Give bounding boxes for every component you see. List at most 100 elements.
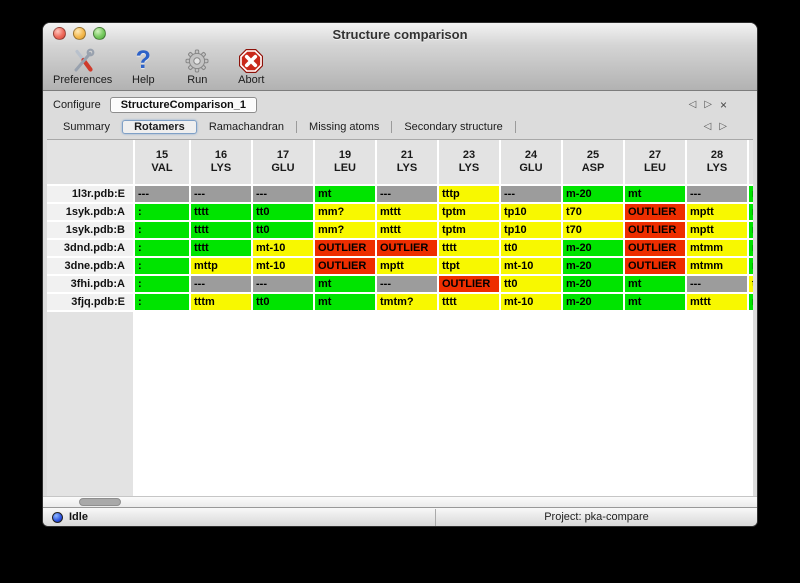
rotamer-cell[interactable]: --- bbox=[191, 186, 251, 202]
column-header[interactable]: 16 LYS bbox=[191, 140, 251, 184]
rotamer-cell[interactable]: : bbox=[135, 294, 189, 310]
configure-prev-icon[interactable]: ◁ bbox=[688, 99, 697, 110]
tabs-prev-icon[interactable]: ◁ bbox=[703, 121, 712, 132]
preferences-button[interactable]: Preferences bbox=[53, 47, 112, 86]
rotamer-cell[interactable]: tt0 bbox=[253, 294, 313, 310]
rotamer-cell[interactable]: mm? bbox=[315, 204, 375, 220]
rotamer-cell[interactable]: m bbox=[749, 222, 753, 238]
row-header[interactable]: 1syk.pdb:B bbox=[47, 222, 133, 238]
configure-close-icon[interactable]: × bbox=[719, 98, 727, 112]
tabs-next-icon[interactable]: ▷ bbox=[719, 121, 727, 132]
rotamer-cell[interactable]: : bbox=[135, 204, 189, 220]
rotamer-cell[interactable]: tptm bbox=[439, 222, 499, 238]
rotamer-cell[interactable]: tt0 bbox=[501, 240, 561, 256]
rotamer-cell[interactable]: mt bbox=[315, 276, 375, 292]
rotamer-cell[interactable]: mt bbox=[315, 186, 375, 202]
row-header[interactable]: 3fhi.pdb:A bbox=[47, 276, 133, 292]
rotamer-cell[interactable]: tp10 bbox=[501, 204, 561, 220]
rotamer-cell[interactable]: tttt bbox=[191, 222, 251, 238]
column-header[interactable] bbox=[749, 140, 753, 184]
column-header[interactable]: 17 GLU bbox=[253, 140, 313, 184]
rotamer-cell[interactable]: mt-10 bbox=[501, 258, 561, 274]
rotamer-cell[interactable]: mtmm bbox=[687, 240, 747, 256]
rotamer-cell[interactable]: tt0 bbox=[253, 204, 313, 220]
rotamer-cell[interactable]: mm? bbox=[315, 222, 375, 238]
rotamer-cell[interactable]: m bbox=[749, 258, 753, 274]
rotamer-cell[interactable]: OUTLIER bbox=[377, 240, 437, 256]
rotamer-cell[interactable]: --- bbox=[687, 276, 747, 292]
rotamer-cell[interactable]: m-20 bbox=[563, 258, 623, 274]
help-button[interactable]: ? Help bbox=[120, 47, 166, 87]
rotamer-cell[interactable]: t70 bbox=[563, 204, 623, 220]
configure-next-icon[interactable]: ▷ bbox=[704, 99, 712, 110]
column-header[interactable]: 21 LYS bbox=[377, 140, 437, 184]
rotamer-cell[interactable]: tttm bbox=[191, 294, 251, 310]
rotamer-cell[interactable]: m-20 bbox=[563, 186, 623, 202]
rotamer-cell[interactable]: mttp bbox=[191, 258, 251, 274]
configuration-tab[interactable]: StructureComparison_1 bbox=[109, 97, 258, 113]
rotamer-cell[interactable]: mt-10 bbox=[253, 258, 313, 274]
rotamer-cell[interactable]: m bbox=[749, 186, 753, 202]
column-header[interactable]: 24 GLU bbox=[501, 140, 561, 184]
row-header[interactable]: 3dne.pdb:A bbox=[47, 258, 133, 274]
rotamer-cell[interactable]: tptm bbox=[439, 204, 499, 220]
rotamer-cell[interactable]: m bbox=[749, 240, 753, 256]
rotamer-cell[interactable]: --- bbox=[377, 276, 437, 292]
rotamer-cell[interactable]: --- bbox=[253, 276, 313, 292]
rotamer-cell[interactable]: mptt bbox=[377, 258, 437, 274]
rotamer-cell[interactable]: m-20 bbox=[563, 240, 623, 256]
rotamer-cell[interactable]: --- bbox=[501, 186, 561, 202]
row-header[interactable]: 3fjq.pdb:E bbox=[47, 294, 133, 310]
rotamer-cell[interactable]: OUTLIER bbox=[625, 240, 685, 256]
rotamer-cell[interactable]: mt bbox=[315, 294, 375, 310]
rotamer-cell[interactable]: OUTLIER bbox=[625, 222, 685, 238]
rotamer-cell[interactable]: m-20 bbox=[563, 276, 623, 292]
rotamer-cell[interactable]: mptt bbox=[687, 204, 747, 220]
column-header[interactable]: 19 LEU bbox=[315, 140, 375, 184]
column-header[interactable]: 23 LYS bbox=[439, 140, 499, 184]
scrollbar-thumb[interactable] bbox=[79, 498, 121, 506]
rotamer-cell[interactable]: OUTLIER bbox=[315, 240, 375, 256]
rotamer-cell[interactable]: : bbox=[135, 276, 189, 292]
rotamer-cell[interactable]: t70 bbox=[563, 222, 623, 238]
column-header[interactable]: 28 LYS bbox=[687, 140, 747, 184]
rotamer-cell[interactable]: mttt bbox=[377, 204, 437, 220]
rotamer-cell[interactable]: mt bbox=[625, 294, 685, 310]
rotamer-cell[interactable]: --- bbox=[135, 186, 189, 202]
tab-missing-atoms[interactable]: Missing atoms bbox=[309, 121, 380, 133]
row-header[interactable]: 1syk.pdb:A bbox=[47, 204, 133, 220]
rotamer-cell[interactable]: tp10 bbox=[501, 222, 561, 238]
tab-ramachandran[interactable]: Ramachandran bbox=[208, 121, 285, 133]
rotamer-cell[interactable]: tt0 bbox=[253, 222, 313, 238]
rotamer-cell[interactable]: mttt bbox=[377, 222, 437, 238]
minimize-window-button[interactable] bbox=[73, 27, 86, 40]
rotamer-cell[interactable]: --- bbox=[687, 186, 747, 202]
abort-button[interactable]: Abort bbox=[228, 47, 274, 86]
rotamer-cell[interactable]: ttpt bbox=[439, 258, 499, 274]
horizontal-scrollbar[interactable] bbox=[43, 496, 757, 507]
rotamer-cell[interactable]: tttt bbox=[191, 240, 251, 256]
rotamer-cell[interactable]: mt-10 bbox=[501, 294, 561, 310]
tab-secondary-structure[interactable]: Secondary structure bbox=[404, 121, 503, 133]
row-header[interactable]: 3dnd.pdb:A bbox=[47, 240, 133, 256]
rotamer-cell[interactable]: tttt bbox=[191, 204, 251, 220]
title-bar[interactable]: Structure comparison bbox=[43, 23, 757, 45]
rotamer-cell[interactable]: mttt bbox=[687, 294, 747, 310]
run-button[interactable]: Run bbox=[174, 47, 220, 86]
rotamer-cell[interactable]: : bbox=[135, 258, 189, 274]
row-header[interactable]: 1l3r.pdb:E bbox=[47, 186, 133, 202]
column-header[interactable]: 27 LEU bbox=[625, 140, 685, 184]
rotamer-cell[interactable]: OUTLIER bbox=[439, 276, 499, 292]
zoom-window-button[interactable] bbox=[93, 27, 106, 40]
rotamer-cell[interactable]: OUTLIER bbox=[625, 204, 685, 220]
rotamer-cell[interactable]: --- bbox=[253, 186, 313, 202]
tab-rotamers[interactable]: Rotamers bbox=[122, 120, 197, 134]
rotamer-cell[interactable]: OUTLIER bbox=[625, 258, 685, 274]
column-header[interactable]: 25 ASP bbox=[563, 140, 623, 184]
rotamer-cell[interactable]: : bbox=[135, 240, 189, 256]
rotamer-cell[interactable]: mt bbox=[625, 186, 685, 202]
rotamer-cell[interactable]: mt-10 bbox=[253, 240, 313, 256]
close-window-button[interactable] bbox=[53, 27, 66, 40]
tab-summary[interactable]: Summary bbox=[63, 121, 111, 133]
rotamer-cell[interactable]: --- bbox=[377, 186, 437, 202]
